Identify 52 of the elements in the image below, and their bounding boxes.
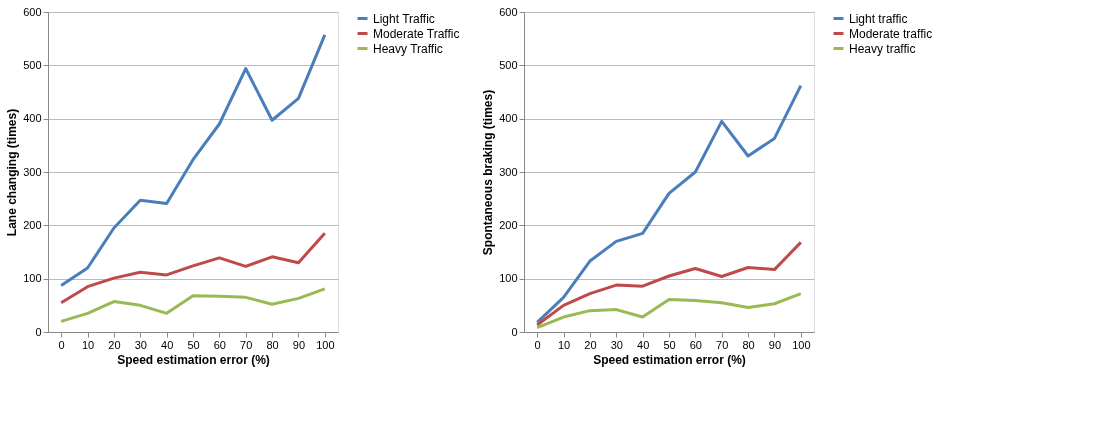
y-tick-label: 300 <box>499 165 518 178</box>
legend-label: Moderate Traffic <box>373 26 460 41</box>
y-tick-label: 400 <box>499 112 518 125</box>
legend-label: Light Traffic <box>373 11 435 26</box>
legend-label: Heavy traffic <box>849 41 916 56</box>
legend-label: Light traffic <box>849 11 908 26</box>
x-tick-label: 40 <box>637 338 650 351</box>
line-series <box>535 292 803 330</box>
x-tick-label: 70 <box>240 338 253 351</box>
x-tick-label: 100 <box>792 338 811 351</box>
y-tick-label: 500 <box>499 58 518 71</box>
y-tick-label: 0 <box>35 325 42 338</box>
x-tick-label: 60 <box>689 338 702 351</box>
x-tick-label: 100 <box>316 338 335 351</box>
x-tick-label: 0 <box>534 338 541 351</box>
x-tick-label: 70 <box>716 338 729 351</box>
x-axis-title: Speed estimation error (%) <box>117 352 270 367</box>
x-tick-label: 50 <box>663 338 676 351</box>
legend-label: Moderate traffic <box>849 26 933 41</box>
x-tick-label: 80 <box>266 338 279 351</box>
legend-label: Heavy Traffic <box>373 41 443 56</box>
x-tick-label: 40 <box>161 338 174 351</box>
line-series <box>59 287 327 323</box>
x-tick-label: 20 <box>108 338 121 351</box>
line-series <box>59 33 327 288</box>
y-tick-label: 400 <box>23 112 42 125</box>
y-tick-label: 100 <box>23 272 42 285</box>
y-tick-label: 200 <box>499 218 518 231</box>
y-tick-label: 300 <box>23 165 42 178</box>
y-tick-label: 100 <box>499 272 518 285</box>
line-series <box>535 240 803 327</box>
x-tick-label: 0 <box>58 338 65 351</box>
x-tick-label: 30 <box>610 338 623 351</box>
x-tick-label: 30 <box>134 338 147 351</box>
x-tick-label: 50 <box>187 338 200 351</box>
line-series <box>535 84 803 324</box>
x-tick-label: 90 <box>768 338 782 351</box>
x-axis-title: Speed estimation error (%) <box>593 352 746 367</box>
x-tick-label: 10 <box>81 338 95 351</box>
y-tick-label: 600 <box>23 5 42 18</box>
y-axis-title: Spontaneous braking (times) <box>481 89 496 256</box>
y-tick-label: 200 <box>23 218 42 231</box>
y-tick-label: 0 <box>511 325 518 338</box>
x-tick-label: 10 <box>557 338 571 351</box>
line-series <box>59 231 327 305</box>
x-tick-label: 80 <box>742 338 755 351</box>
y-axis-title: Lane changing (times) <box>5 108 20 237</box>
y-tick-label: 500 <box>23 58 42 71</box>
x-tick-label: 90 <box>292 338 306 351</box>
x-tick-label: 20 <box>584 338 597 351</box>
x-tick-label: 60 <box>213 338 226 351</box>
y-tick-label: 600 <box>499 5 518 18</box>
